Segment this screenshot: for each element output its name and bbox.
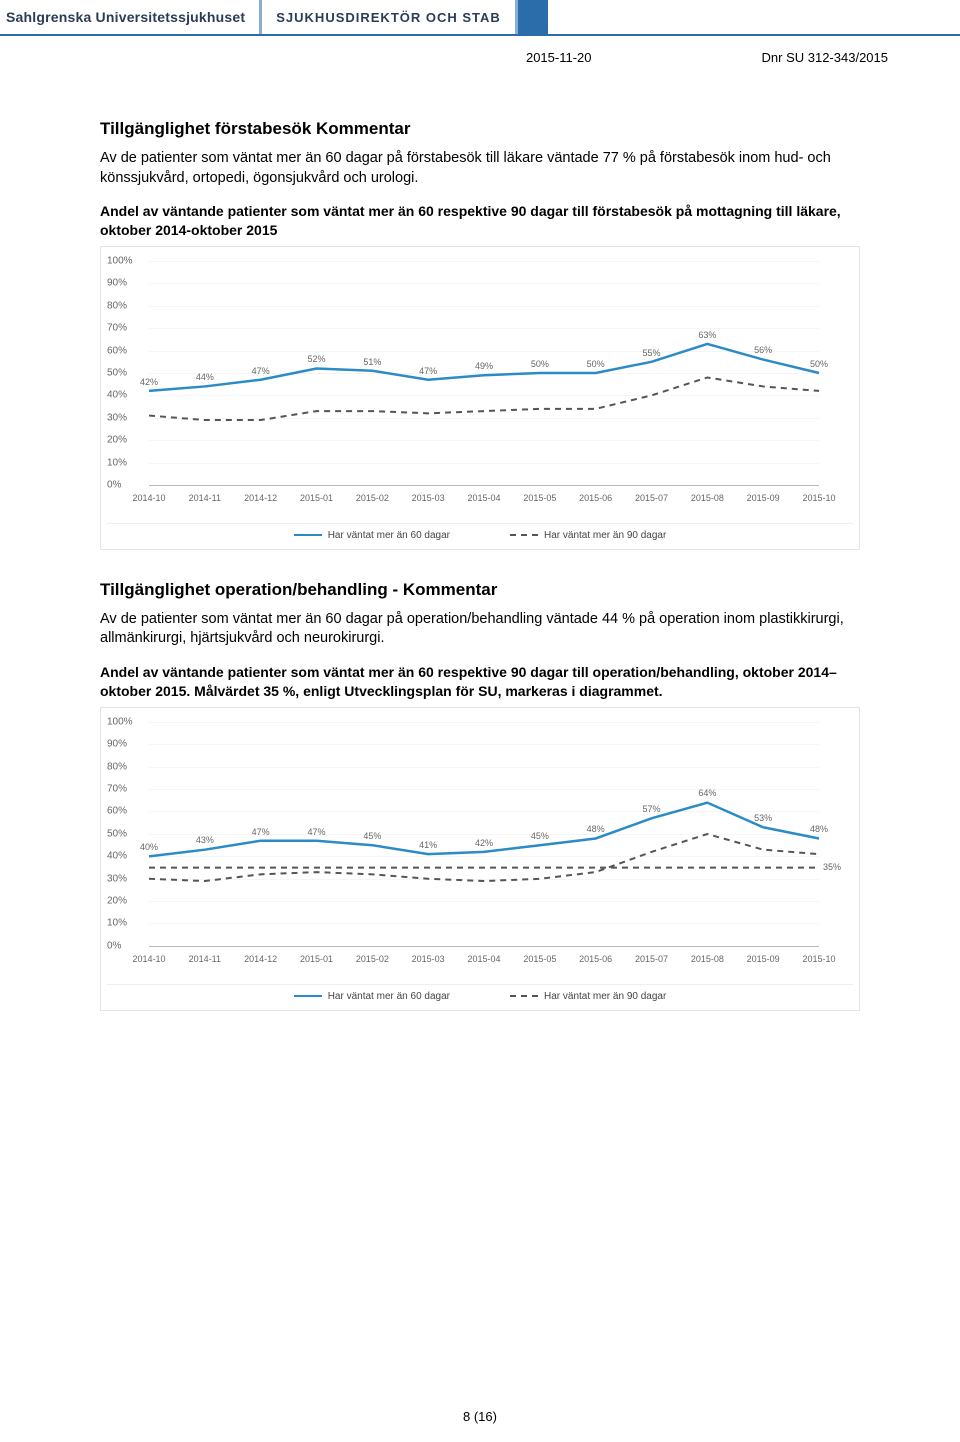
- chart2-container: 0%10%20%30%40%50%60%70%80%90%100%2014-10…: [100, 707, 860, 1011]
- legend-label-60: Har väntat mer än 60 dagar: [328, 991, 450, 1002]
- chart2-legend: Har väntat mer än 60 dagar Har väntat me…: [107, 984, 853, 1010]
- legend-swatch-dash: [510, 995, 538, 997]
- section1-body: Av de patienter som väntat mer än 60 dag…: [100, 149, 860, 188]
- section1-caption: Andel av väntande patienter som väntat m…: [100, 202, 860, 240]
- page-number: 8 (16): [0, 1409, 960, 1424]
- legend-swatch-solid: [294, 534, 322, 536]
- legend-label-60: Har väntat mer än 60 dagar: [328, 530, 450, 541]
- legend-item-60: Har väntat mer än 60 dagar: [294, 991, 450, 1002]
- brand-left-text: Sahlgrenska Universitetssjukhuset: [6, 9, 245, 25]
- legend-item-90: Har väntat mer än 90 dagar: [510, 530, 666, 541]
- meta-row: 2015-11-20 Dnr SU 312-343/2015: [0, 36, 960, 65]
- legend-item-90: Har väntat mer än 90 dagar: [510, 991, 666, 1002]
- brand-mid: SJUKHUSDIREKTÖR OCH STAB: [259, 0, 518, 34]
- section2-title: Tillgänglighet operation/behandling - Ko…: [100, 580, 860, 600]
- legend-swatch-solid: [294, 995, 322, 997]
- section2-caption: Andel av väntande patienter som väntat m…: [100, 663, 860, 701]
- legend-label-90: Har väntat mer än 90 dagar: [544, 991, 666, 1002]
- page: Sahlgrenska Universitetssjukhuset SJUKHU…: [0, 0, 960, 1442]
- header-bar: Sahlgrenska Universitetssjukhuset SJUKHU…: [0, 0, 960, 36]
- section1-title: Tillgänglighet förstabesök Kommentar: [100, 119, 860, 139]
- brand-left: Sahlgrenska Universitetssjukhuset: [0, 0, 255, 34]
- content: Tillgänglighet förstabesök Kommentar Av …: [0, 65, 960, 1011]
- chart1: 0%10%20%30%40%50%60%70%80%90%100%2014-10…: [107, 253, 827, 523]
- doc-dnr: Dnr SU 312-343/2015: [762, 50, 888, 65]
- doc-date: 2015-11-20: [526, 50, 592, 65]
- chart1-legend: Har väntat mer än 60 dagar Har väntat me…: [107, 523, 853, 549]
- legend-item-60: Har väntat mer än 60 dagar: [294, 530, 450, 541]
- brand-mid-text: SJUKHUSDIREKTÖR OCH STAB: [276, 10, 501, 25]
- legend-label-90: Har väntat mer än 90 dagar: [544, 530, 666, 541]
- section2-body: Av de patienter som väntat mer än 60 dag…: [100, 610, 860, 649]
- chart2: 0%10%20%30%40%50%60%70%80%90%100%2014-10…: [107, 714, 827, 984]
- legend-swatch-dash: [510, 534, 538, 536]
- chart1-container: 0%10%20%30%40%50%60%70%80%90%100%2014-10…: [100, 246, 860, 550]
- brand-color-block: [518, 0, 548, 34]
